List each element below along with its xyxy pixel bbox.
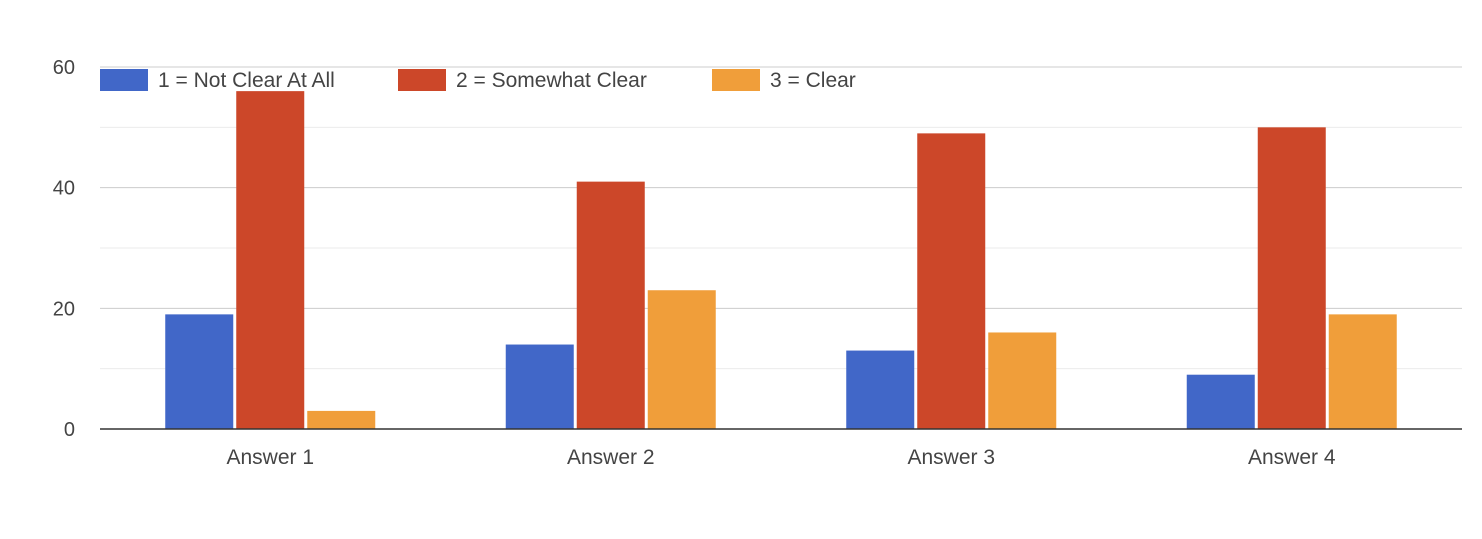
y-tick-label: 0 (64, 419, 75, 441)
bar (1257, 127, 1326, 429)
legend-label: 2 = Somewhat Clear (456, 69, 647, 92)
legend-swatch (100, 69, 148, 91)
x-tick-label: Answer 3 (907, 446, 995, 469)
y-tick-label: 40 (53, 178, 75, 200)
legend-label: 1 = Not Clear At All (158, 69, 335, 92)
legend: 1 = Not Clear At All 2 = Somewhat Clear 3 … (100, 69, 856, 92)
bar (505, 344, 574, 429)
x-tick-label: Answer 4 (1248, 446, 1336, 469)
gridlines (100, 66, 1462, 370)
bar (165, 314, 234, 429)
bar (1328, 314, 1397, 429)
axes: 0 20 40 60 Answer 1 Answer 2 Answer 3 Answer 4 (53, 57, 1462, 469)
bars (165, 91, 1397, 429)
bar (846, 350, 915, 429)
bar (576, 181, 645, 429)
bar (1186, 374, 1255, 429)
legend-swatch (398, 69, 446, 91)
legend-label: 3 = Clear (770, 69, 856, 92)
y-tick-label: 20 (53, 298, 75, 320)
bar (988, 332, 1057, 429)
bar (236, 91, 305, 429)
legend-swatch (712, 69, 760, 91)
x-tick-label: Answer 1 (226, 446, 314, 469)
bar (917, 133, 986, 429)
bar (647, 290, 716, 429)
y-tick-label: 60 (53, 57, 75, 79)
x-tick-label: Answer 2 (567, 446, 655, 469)
bar (307, 410, 376, 429)
